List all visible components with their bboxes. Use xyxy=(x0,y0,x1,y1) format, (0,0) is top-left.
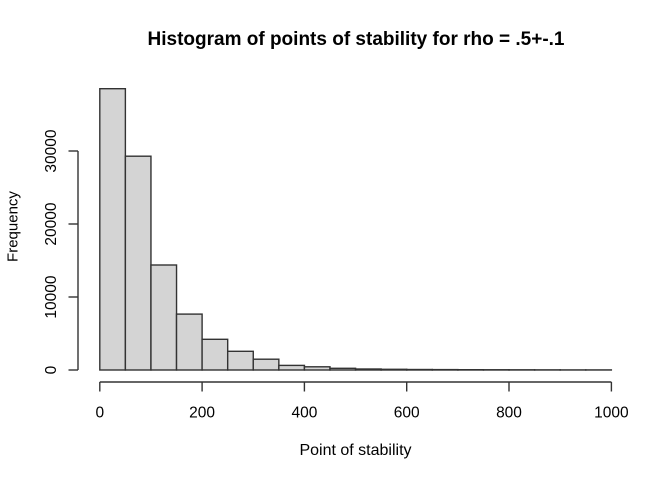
svg-text:Frequency: Frequency xyxy=(5,191,22,262)
svg-text:10000: 10000 xyxy=(43,275,60,318)
svg-text:600: 600 xyxy=(394,405,420,422)
svg-text:800: 800 xyxy=(496,405,522,422)
svg-text:200: 200 xyxy=(189,405,215,422)
svg-text:1000: 1000 xyxy=(594,405,629,422)
svg-text:400: 400 xyxy=(291,405,317,422)
svg-text:0: 0 xyxy=(95,405,104,422)
svg-text:30000: 30000 xyxy=(43,129,60,172)
svg-text:Histogram of points of stabili: Histogram of points of stability for rho… xyxy=(148,29,565,50)
svg-text:Point of stability: Point of stability xyxy=(299,442,411,459)
svg-text:20000: 20000 xyxy=(43,202,60,245)
svg-text:0: 0 xyxy=(43,365,60,374)
